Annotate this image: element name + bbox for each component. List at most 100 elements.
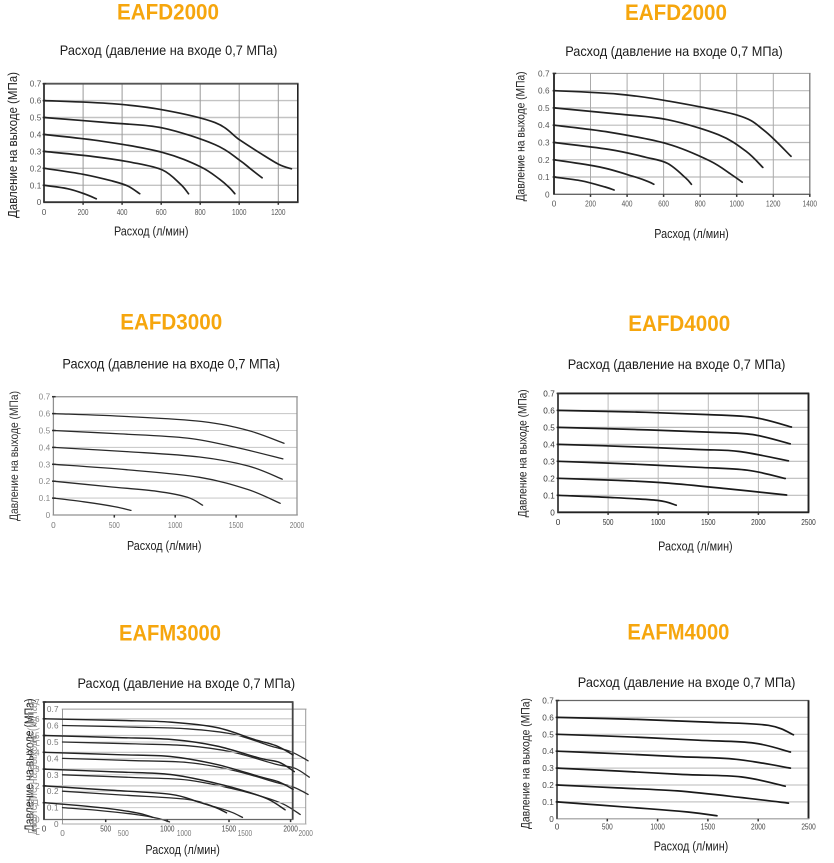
- svg-text:0.4: 0.4: [30, 130, 42, 139]
- svg-text:800: 800: [195, 208, 206, 217]
- svg-text:2000: 2000: [283, 825, 298, 834]
- svg-text:2000: 2000: [751, 823, 766, 832]
- svg-text:1500: 1500: [238, 829, 253, 838]
- svg-text:200: 200: [78, 208, 89, 217]
- svg-text:0.5: 0.5: [543, 423, 555, 432]
- svg-text:EAFD4000: EAFD4000: [628, 311, 730, 336]
- svg-text:0.3: 0.3: [47, 771, 59, 780]
- svg-text:500: 500: [100, 825, 111, 834]
- svg-text:0.6: 0.6: [39, 410, 51, 419]
- svg-text:0: 0: [549, 815, 554, 824]
- svg-text:2000: 2000: [290, 521, 305, 530]
- svg-text:2000: 2000: [751, 518, 766, 527]
- svg-text:0.4: 0.4: [538, 121, 550, 130]
- svg-text:2500: 2500: [801, 823, 816, 832]
- svg-text:Расход (давление на входе 0,7: Расход (давление на входе 0,7 МПа): [578, 675, 796, 690]
- svg-text:400: 400: [622, 200, 633, 209]
- svg-text:0.3: 0.3: [28, 765, 40, 774]
- svg-text:1000: 1000: [730, 200, 745, 209]
- svg-text:Давление на выходе (МПа): Давление на выходе (МПа): [26, 702, 40, 835]
- svg-text:Расход (л/мин): Расход (л/мин): [145, 842, 220, 857]
- svg-text:0.4: 0.4: [542, 747, 554, 756]
- svg-text:Давление на выходе (МПа): Давление на выходе (МПа): [7, 391, 21, 521]
- svg-text:0.2: 0.2: [543, 474, 555, 483]
- svg-text:1500: 1500: [229, 521, 244, 530]
- svg-text:0.1: 0.1: [39, 494, 51, 503]
- svg-text:Расход (давление на входе 0,7: Расход (давление на входе 0,7 МПа): [62, 357, 280, 372]
- svg-text:0.7: 0.7: [39, 393, 51, 402]
- svg-text:0.3: 0.3: [543, 457, 555, 466]
- svg-text:2000: 2000: [299, 829, 314, 838]
- svg-text:1000: 1000: [651, 518, 666, 527]
- svg-text:1000: 1000: [650, 823, 665, 832]
- svg-text:Расход (л/мин): Расход (л/мин): [654, 839, 729, 854]
- svg-text:2500: 2500: [801, 518, 816, 527]
- svg-text:0.1: 0.1: [28, 799, 40, 808]
- svg-text:1500: 1500: [701, 823, 716, 832]
- svg-text:0.5: 0.5: [47, 738, 59, 747]
- svg-text:1000: 1000: [160, 825, 175, 834]
- svg-text:0.6: 0.6: [538, 87, 550, 96]
- svg-text:Расход (давление на входе 0,7: Расход (давление на входе 0,7 МПа): [568, 357, 786, 372]
- svg-text:0.7: 0.7: [30, 80, 42, 89]
- svg-text:0.6: 0.6: [47, 722, 59, 731]
- svg-text:Давление на выходе (МПа): Давление на выходе (МПа): [513, 71, 527, 201]
- svg-text:0.6: 0.6: [30, 97, 42, 106]
- svg-text:0.1: 0.1: [30, 181, 42, 190]
- svg-text:1500: 1500: [701, 518, 716, 527]
- svg-text:200: 200: [585, 200, 596, 209]
- svg-text:0.3: 0.3: [538, 138, 550, 147]
- svg-text:Расход (л/мин): Расход (л/мин): [654, 226, 729, 241]
- svg-text:0.5: 0.5: [39, 427, 51, 436]
- svg-text:0.3: 0.3: [30, 147, 42, 156]
- svg-text:0.7: 0.7: [542, 697, 554, 706]
- svg-text:EAFD2000: EAFD2000: [117, 0, 219, 25]
- svg-text:Расход (давление на входе 0,7: Расход (давление на входе 0,7 МПа): [565, 44, 783, 59]
- svg-text:500: 500: [118, 829, 129, 838]
- svg-text:0.2: 0.2: [47, 787, 59, 796]
- svg-text:400: 400: [117, 208, 128, 217]
- svg-text:0: 0: [60, 829, 65, 838]
- svg-text:1400: 1400: [803, 200, 818, 209]
- svg-text:0: 0: [556, 518, 561, 527]
- svg-text:1200: 1200: [271, 208, 286, 217]
- svg-text:0.1: 0.1: [538, 173, 550, 182]
- svg-text:0.2: 0.2: [28, 782, 40, 791]
- svg-text:0.6: 0.6: [542, 713, 554, 722]
- svg-text:0: 0: [555, 823, 560, 832]
- svg-text:0: 0: [550, 508, 555, 517]
- svg-text:0.1: 0.1: [543, 491, 555, 500]
- svg-text:EAFM4000: EAFM4000: [627, 620, 729, 645]
- svg-text:Расход (л/мин): Расход (л/мин): [127, 538, 202, 553]
- svg-text:0.6: 0.6: [543, 406, 555, 415]
- svg-text:Давление на выходе (МПа): Давление на выходе (МПа): [516, 389, 530, 517]
- svg-text:EAFD3000: EAFD3000: [120, 310, 222, 335]
- svg-text:0.7: 0.7: [538, 69, 550, 78]
- svg-text:0: 0: [42, 208, 47, 217]
- svg-text:EAFD2000: EAFD2000: [625, 0, 727, 25]
- svg-text:0.1: 0.1: [542, 798, 554, 807]
- svg-text:0: 0: [552, 200, 557, 209]
- svg-text:0: 0: [42, 825, 47, 834]
- svg-text:0: 0: [545, 190, 550, 199]
- svg-text:500: 500: [602, 823, 613, 832]
- svg-text:Расход (давление на входе 0,7: Расход (давление на входе 0,7 МПа): [60, 43, 278, 58]
- svg-text:800: 800: [695, 200, 706, 209]
- svg-text:Давление на выходе (МПа): Давление на выходе (МПа): [518, 698, 532, 829]
- svg-text:0: 0: [35, 816, 40, 825]
- svg-text:0: 0: [54, 820, 59, 829]
- svg-text:0.5: 0.5: [30, 114, 42, 123]
- svg-text:0.4: 0.4: [28, 748, 40, 757]
- svg-text:0: 0: [46, 511, 51, 520]
- svg-text:EAFM3000: EAFM3000: [119, 621, 221, 646]
- svg-text:0.4: 0.4: [543, 440, 555, 449]
- svg-text:0.7: 0.7: [47, 705, 59, 714]
- svg-text:0.7: 0.7: [543, 389, 555, 398]
- svg-text:0.1: 0.1: [47, 804, 59, 813]
- svg-text:1000: 1000: [168, 521, 183, 530]
- svg-text:0.5: 0.5: [28, 732, 40, 741]
- svg-text:Расход (л/мин): Расход (л/мин): [114, 223, 189, 238]
- svg-text:0.2: 0.2: [30, 164, 42, 173]
- svg-text:0: 0: [37, 198, 42, 207]
- svg-text:1000: 1000: [232, 208, 247, 217]
